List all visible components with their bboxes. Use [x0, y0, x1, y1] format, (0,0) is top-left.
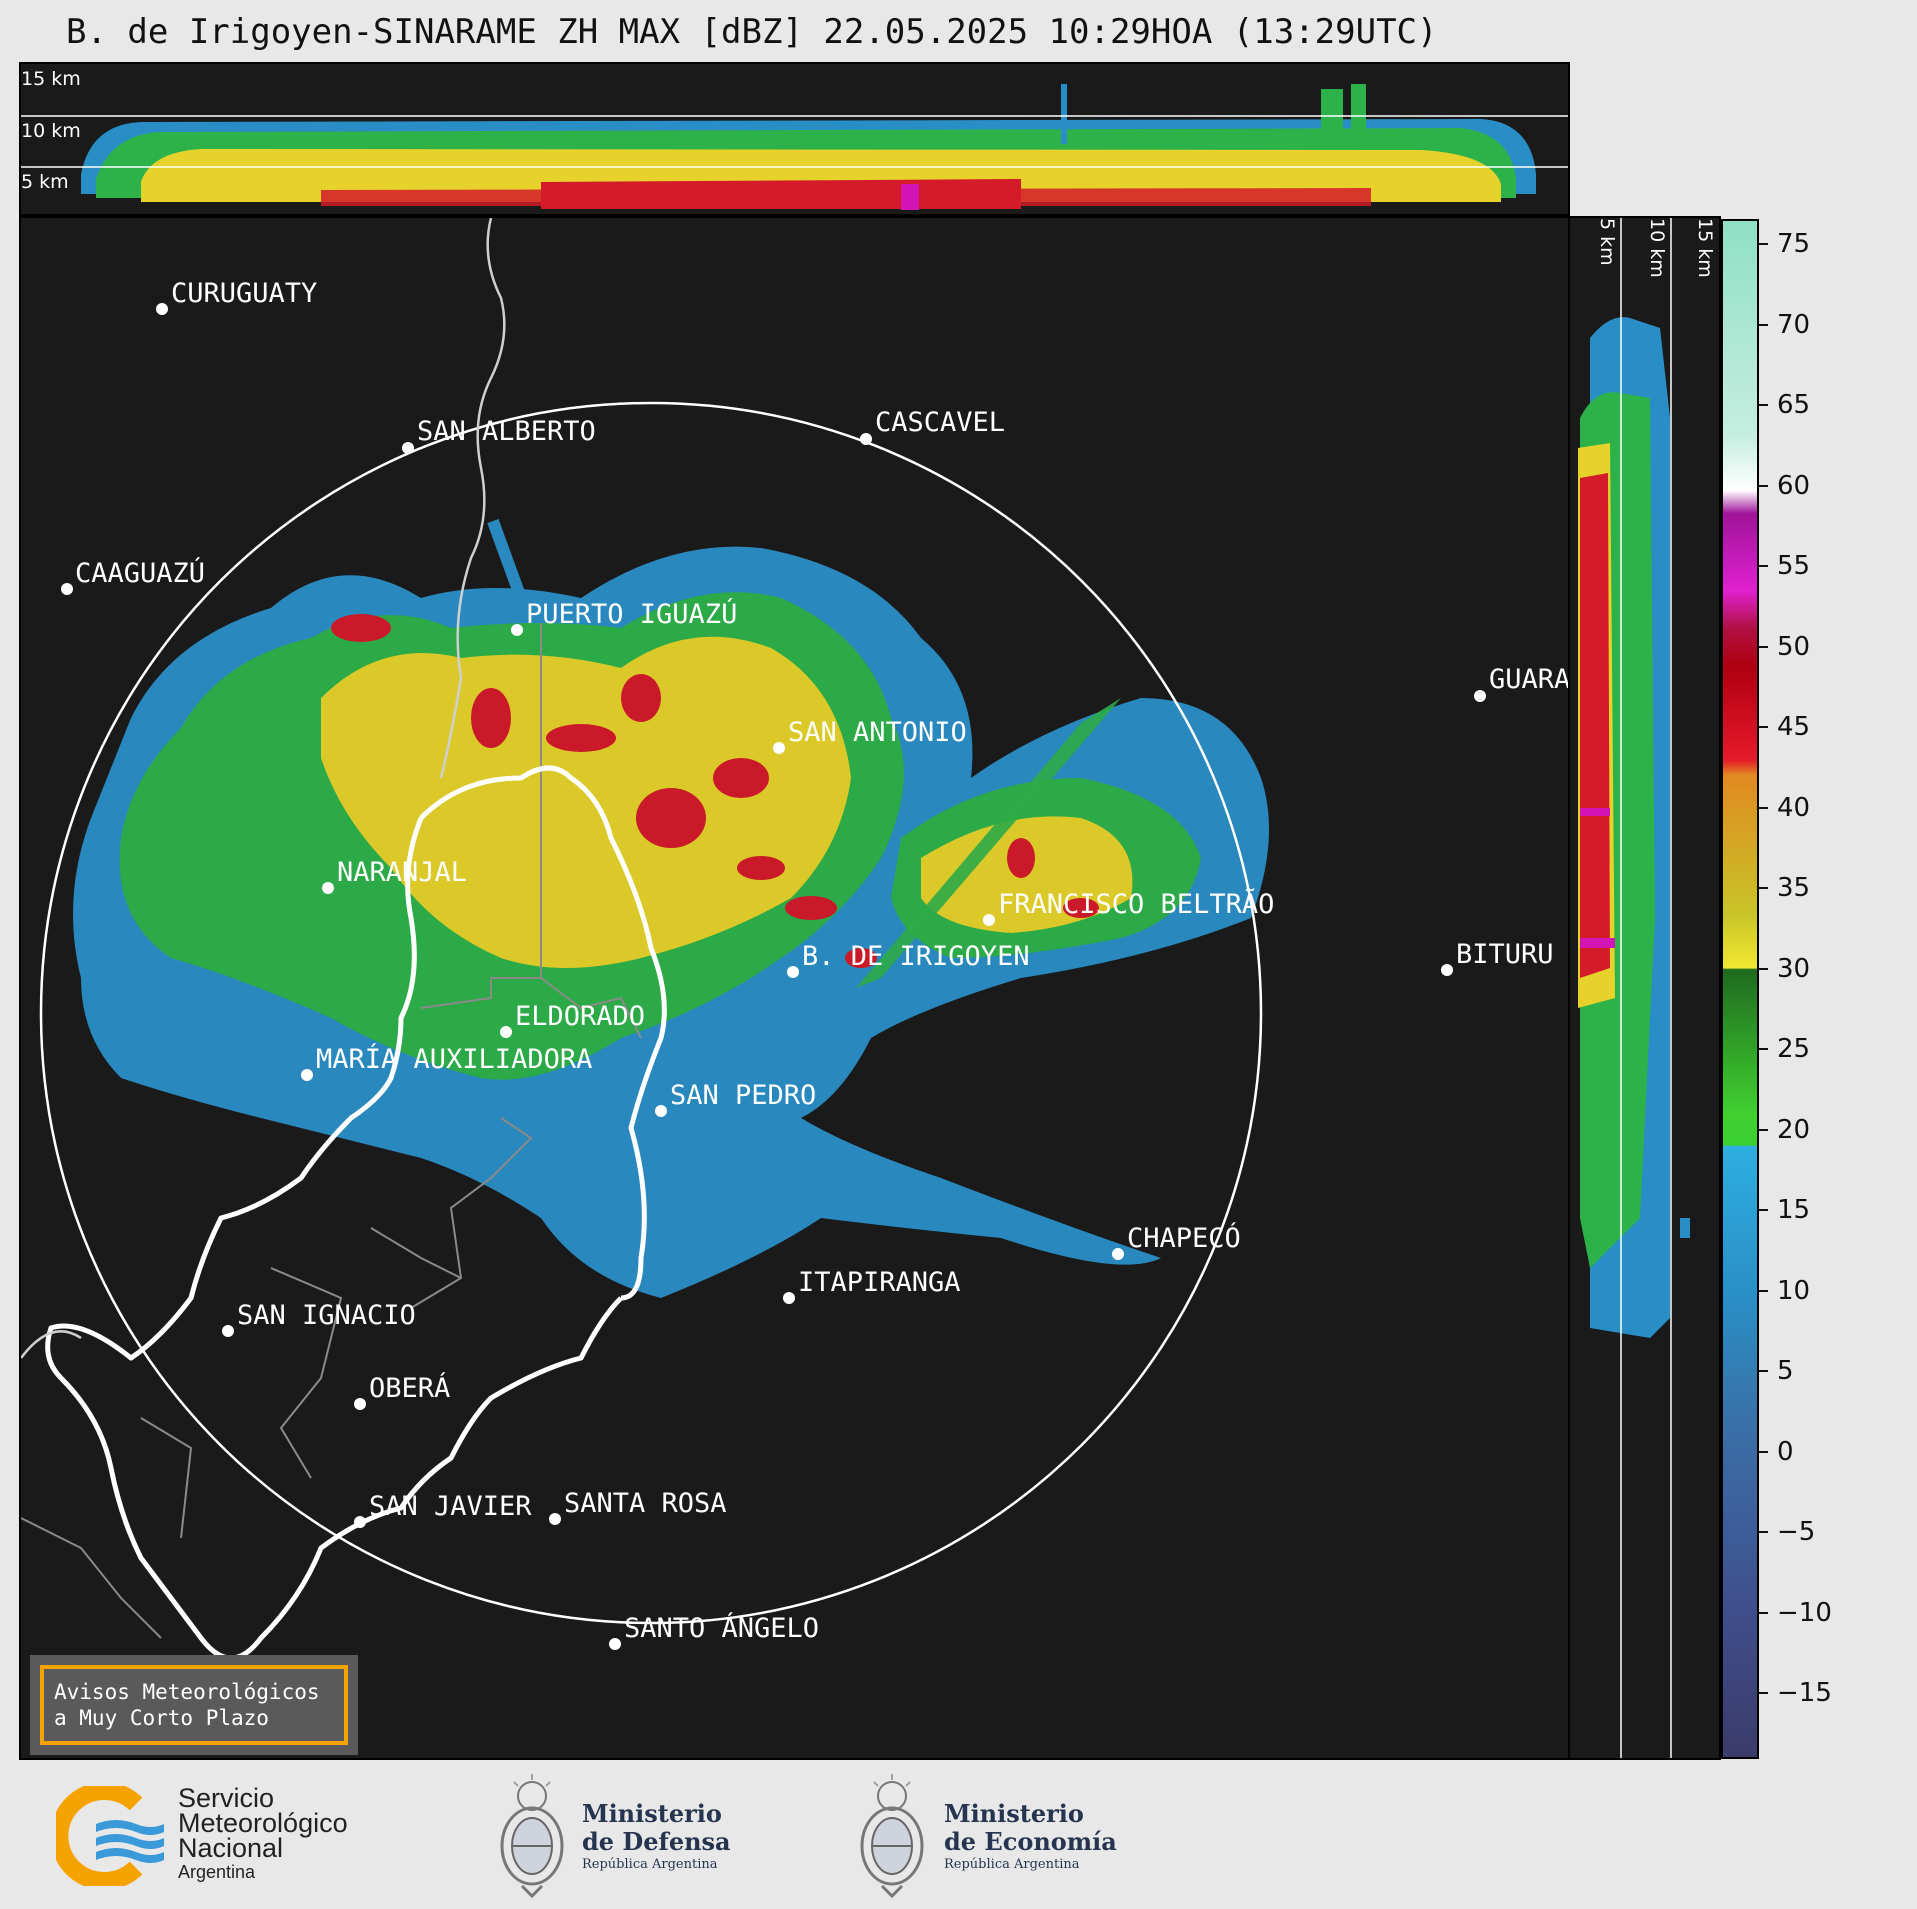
city-label: MARÍA AUXILIADORA [316, 1043, 592, 1075]
city-dot [500, 1026, 512, 1038]
city-label: BITURU [1456, 939, 1554, 970]
colorbar-tick-label: −15 [1777, 1678, 1832, 1708]
city-label: SAN ANTONIO [788, 717, 967, 748]
city-dot [354, 1398, 366, 1410]
city-label: OBERÁ [369, 1372, 450, 1404]
notice-line-1: Avisos Meteorológicos [54, 1680, 320, 1704]
side-cross-section-panel: 5 km 10 km 15 km [1570, 216, 1721, 1760]
colorbar-tick-label: 55 [1777, 551, 1811, 581]
altitude-10km-label: 10 km [21, 120, 81, 142]
colorbar-tick-label: 30 [1777, 953, 1811, 984]
colorbar-tick-label: 65 [1777, 390, 1811, 420]
city-label: SAN IGNACIO [237, 1300, 416, 1331]
city-label: CHAPECÓ [1127, 1222, 1241, 1254]
altitude-10km-vlabel: 10 km [1646, 218, 1668, 278]
city-dot [222, 1325, 234, 1337]
city-dot [61, 583, 73, 595]
city-dot [301, 1069, 313, 1081]
city-dot [549, 1513, 561, 1525]
footer-logos: Servicio Meteorológico Nacional Argentin… [0, 1762, 1917, 1909]
province-boundaries [21, 623, 642, 1639]
city-dot [1441, 964, 1453, 976]
colorbar-tick-label: 5 [1777, 1356, 1794, 1386]
colorbar-tick-label: 50 [1777, 631, 1811, 662]
international-borders [45, 765, 667, 1661]
smn-line-1: Servicio [178, 1783, 275, 1813]
smn-line-3: Nacional [178, 1833, 284, 1863]
economia-line-2: de Economía [944, 1827, 1117, 1856]
warning-notice-box[interactable]: Avisos Meteorológicos a Muy Corto Plazo [30, 1655, 358, 1755]
city-dot [354, 1516, 366, 1528]
city-dot [1474, 690, 1486, 702]
city-label: SAN PEDRO [670, 1080, 816, 1111]
radar-map: CURUGUATY SAN ALBERTO CASCAVEL CAAGUAZÚ PUER… [21, 218, 1570, 1661]
colorbar-tick-label: 70 [1777, 309, 1811, 340]
top-cross-section-plot [21, 84, 1568, 210]
defensa-line-2: de Defensa [582, 1827, 731, 1856]
colorbar-tick-label: 60 [1777, 470, 1811, 501]
city-label: SAN ALBERTO [417, 416, 596, 447]
altitude-5km-vlabel: 5 km [1596, 218, 1618, 266]
smn-line-4: Argentina [178, 1862, 256, 1882]
side-cross-section-plot [1578, 218, 1690, 1758]
economia-line-3: República Argentina [944, 1857, 1080, 1872]
city-dot [322, 882, 334, 894]
city-label: SAN JAVIER [369, 1491, 532, 1522]
city-dot [655, 1105, 667, 1117]
defensa-line-3: República Argentina [582, 1857, 718, 1872]
colorbar-tick-label: −10 [1777, 1597, 1832, 1628]
city-label: B. DE IRIGOYEN [802, 941, 1030, 972]
colorbar-tick-label: 75 [1777, 229, 1811, 259]
colorbar-tick-label: 35 [1777, 873, 1811, 903]
radar-range-ring [39, 401, 1263, 1625]
page-title: B. de Irigoyen-SINARAME ZH MAX [dBZ] 22.… [66, 12, 1438, 52]
notice-line-2: a Muy Corto Plazo [54, 1706, 269, 1730]
city-dot [773, 742, 785, 754]
defensa-line-1: Ministerio [582, 1799, 722, 1828]
city-label: CURUGUATY [171, 278, 317, 309]
colorbar-tick-labels: 75 70 65 60 55 50 45 40 35 30 25 20 15 10 5 0 −5 −10 −15 [1759, 219, 1879, 1759]
colorbar-tick-label: 15 [1777, 1195, 1811, 1225]
city-dot [156, 303, 168, 315]
economia-coat-of-arms-icon [860, 1774, 924, 1898]
city-label: ELDORADO [515, 1001, 645, 1032]
river-parana [439, 218, 506, 779]
city-label: SANTO ÁNGELO [624, 1612, 819, 1644]
colorbar-tick-label: 40 [1777, 792, 1811, 823]
altitude-15km-label: 15 km [21, 68, 81, 90]
city-label: ITAPIRANGA [798, 1267, 961, 1298]
city-label: CASCAVEL [875, 407, 1005, 438]
dbz-colorbar [1721, 219, 1759, 1759]
colorbar-tick-label: 10 [1777, 1275, 1811, 1306]
city-dot [783, 1292, 795, 1304]
city-dot [511, 624, 523, 636]
city-dot [1112, 1248, 1124, 1260]
smn-logo-icon [56, 1786, 164, 1886]
colorbar-tick-label: 25 [1777, 1034, 1811, 1064]
city-label: GUARA [1489, 664, 1570, 695]
city-markers: CURUGUATY SAN ALBERTO CASCAVEL CAAGUAZÚ PUER… [61, 278, 1570, 1650]
colorbar-tick-label: 45 [1777, 712, 1811, 742]
smn-line-2: Meteorológico [178, 1808, 348, 1838]
colorbar-tick-label: 20 [1777, 1114, 1811, 1145]
radar-map-panel: CURUGUATY SAN ALBERTO CASCAVEL CAAGUAZÚ PUER… [19, 216, 1570, 1760]
city-label: NARANJAL [337, 857, 467, 888]
top-cross-section-panel: 15 km 10 km 5 km [19, 62, 1570, 216]
altitude-15km-vlabel: 15 km [1694, 218, 1716, 278]
economia-line-1: Ministerio [944, 1799, 1084, 1828]
altitude-5km-label: 5 km [21, 171, 69, 193]
city-dot [983, 914, 995, 926]
city-label: CAAGUAZÚ [75, 557, 205, 589]
city-label: FRANCISCO BELTRÃO [998, 888, 1274, 920]
colorbar-tick-label: −5 [1777, 1517, 1816, 1547]
city-label: PUERTO IGUAZÚ [526, 598, 737, 630]
defensa-coat-of-arms-icon [500, 1774, 564, 1898]
city-label: SANTA ROSA [564, 1488, 727, 1519]
city-dot [402, 442, 414, 454]
city-dot [787, 966, 799, 978]
colorbar-gradient [1723, 221, 1757, 1757]
city-dot [609, 1638, 621, 1650]
colorbar-tick-label: 0 [1777, 1436, 1794, 1467]
city-dot [860, 433, 872, 445]
